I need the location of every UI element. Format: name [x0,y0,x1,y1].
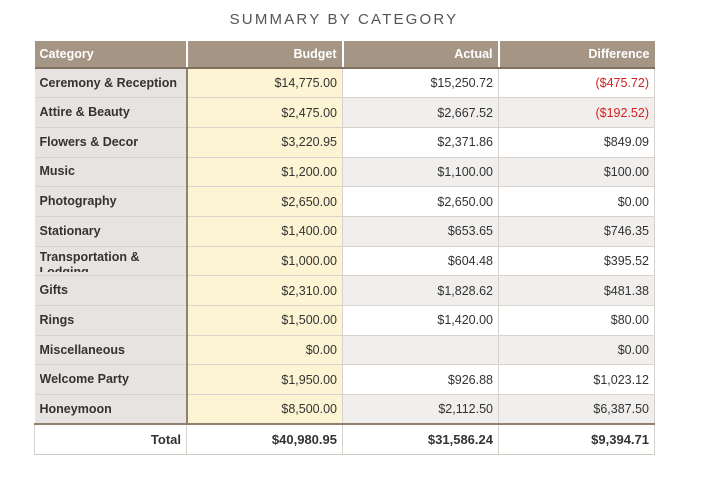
difference-cell[interactable]: $1,023.12 [498,364,655,396]
category-label: Attire & Beauty [39,105,130,120]
category-cell[interactable]: Miscellaneous [34,335,188,366]
difference-cell[interactable]: $6,387.50 [498,394,655,425]
category-label: Rings [39,312,75,327]
category-cell[interactable]: Transportation & Lodging [34,246,188,277]
table-row: Attire & Beauty $2,475.00 $2,667.52 ($192.5… [34,97,655,128]
actual-cell[interactable] [342,335,499,366]
category-cell[interactable]: Ceremony & Reception [34,68,188,99]
actual-cell[interactable]: $2,667.52 [342,97,499,128]
category-cell[interactable]: Photography [34,186,188,217]
difference-cell[interactable]: $80.00 [498,305,655,336]
category-label: Gifts [39,283,68,298]
budget-cell[interactable]: $2,310.00 [186,275,343,306]
table-footer: Total $40,980.95 $31,586.24 $9,394.71 [34,423,655,455]
page-title: SUMMARY BY CATEGORY [229,11,459,28]
difference-cell[interactable]: $849.09 [498,127,655,158]
table-row: Miscellaneous $0.00 $0.00 [34,335,655,366]
budget-cell[interactable]: $1,000.00 [186,246,343,277]
actual-cell[interactable]: $1,828.62 [342,275,499,306]
table-row: Honeymoon $8,500.00 $2,112.50 $6,387.50 [34,394,655,425]
table-row: Transportation & Lodging $1,000.00 $604.48… [34,246,655,277]
header-difference: Difference [498,41,655,69]
category-cell[interactable]: Welcome Party [34,364,188,396]
table-body: Ceremony & Reception $14,775.00 $15,250.72… [34,68,655,425]
table-row: Photography $2,650.00 $2,650.00 $0.00 [34,186,655,217]
budget-cell[interactable]: $1,400.00 [186,216,343,247]
budget-cell[interactable]: $0.00 [186,335,343,366]
header-row: Category Budget Actual Difference [34,41,655,69]
category-cell[interactable]: Rings [34,305,188,336]
category-label: Music [39,164,75,179]
budget-cell[interactable]: $14,775.00 [186,68,343,99]
difference-cell[interactable]: $0.00 [498,186,655,217]
category-label: Honeymoon [39,401,112,416]
category-label: Stationary [39,223,101,238]
difference-cell[interactable]: ($192.52) [498,97,655,128]
category-label: Ceremony & Reception [39,75,178,90]
difference-cell[interactable]: $746.35 [498,216,655,247]
total-row: Total $40,980.95 $31,586.24 $9,394.71 [34,423,655,455]
actual-cell[interactable]: $1,100.00 [342,157,499,188]
difference-cell[interactable]: $100.00 [498,157,655,188]
category-cell[interactable]: Flowers & Decor [34,127,188,158]
budget-cell[interactable]: $1,950.00 [186,364,343,396]
budget-cell[interactable]: $2,475.00 [186,97,343,128]
category-cell[interactable]: Music [34,157,188,188]
table-row: Ceremony & Reception $14,775.00 $15,250.72… [34,68,655,99]
category-cell[interactable]: Gifts [34,275,188,306]
total-budget[interactable]: $40,980.95 [186,423,343,455]
actual-cell[interactable]: $2,371.86 [342,127,499,158]
category-cell[interactable]: Stationary [34,216,188,247]
header-actual: Actual [342,41,500,69]
budget-cell[interactable]: $3,220.95 [186,127,343,158]
table-row: Welcome Party $1,950.00 $926.88 $1,023.12 [34,364,655,396]
category-label: Photography [39,194,117,209]
table-header: Category Budget Actual Difference [34,41,655,69]
difference-cell[interactable]: $395.52 [498,246,655,277]
table-row: Music $1,200.00 $1,100.00 $100.00 [34,157,655,188]
actual-cell[interactable]: $2,650.00 [342,186,499,217]
category-cell[interactable]: Honeymoon [34,394,188,425]
category-label: Transportation & Lodging [39,249,140,272]
total-label: Total [34,423,187,455]
actual-cell[interactable]: $15,250.72 [342,68,499,99]
summary-table: Category Budget Actual Difference Ceremo… [34,41,655,455]
actual-cell[interactable]: $653.65 [342,216,499,247]
actual-cell[interactable]: $2,112.50 [342,394,499,425]
category-label: Miscellaneous [39,342,125,357]
table-row: Stationary $1,400.00 $653.65 $746.35 [34,216,655,247]
budget-cell[interactable]: $1,500.00 [186,305,343,336]
total-difference[interactable]: $9,394.71 [498,423,655,455]
difference-cell[interactable]: ($475.72) [498,68,655,99]
category-label: Flowers & Decor [39,134,139,149]
total-actual[interactable]: $31,586.24 [342,423,499,455]
actual-cell[interactable]: $604.48 [342,246,499,277]
table-row: Gifts $2,310.00 $1,828.62 $481.38 [34,275,655,306]
header-budget: Budget [186,41,344,69]
difference-cell[interactable]: $481.38 [498,275,655,306]
budget-cell[interactable]: $1,200.00 [186,157,343,188]
header-category: Category [34,41,188,69]
category-cell[interactable]: Attire & Beauty [34,97,188,128]
actual-cell[interactable]: $1,420.00 [342,305,499,336]
table-row: Rings $1,500.00 $1,420.00 $80.00 [34,305,655,336]
difference-cell[interactable]: $0.00 [498,335,655,366]
budget-cell[interactable]: $2,650.00 [186,186,343,217]
actual-cell[interactable]: $926.88 [342,364,499,396]
category-label: Welcome Party [39,372,129,387]
budget-cell[interactable]: $8,500.00 [186,394,343,425]
table-row: Flowers & Decor $3,220.95 $2,371.86 $849.09 [34,127,655,158]
